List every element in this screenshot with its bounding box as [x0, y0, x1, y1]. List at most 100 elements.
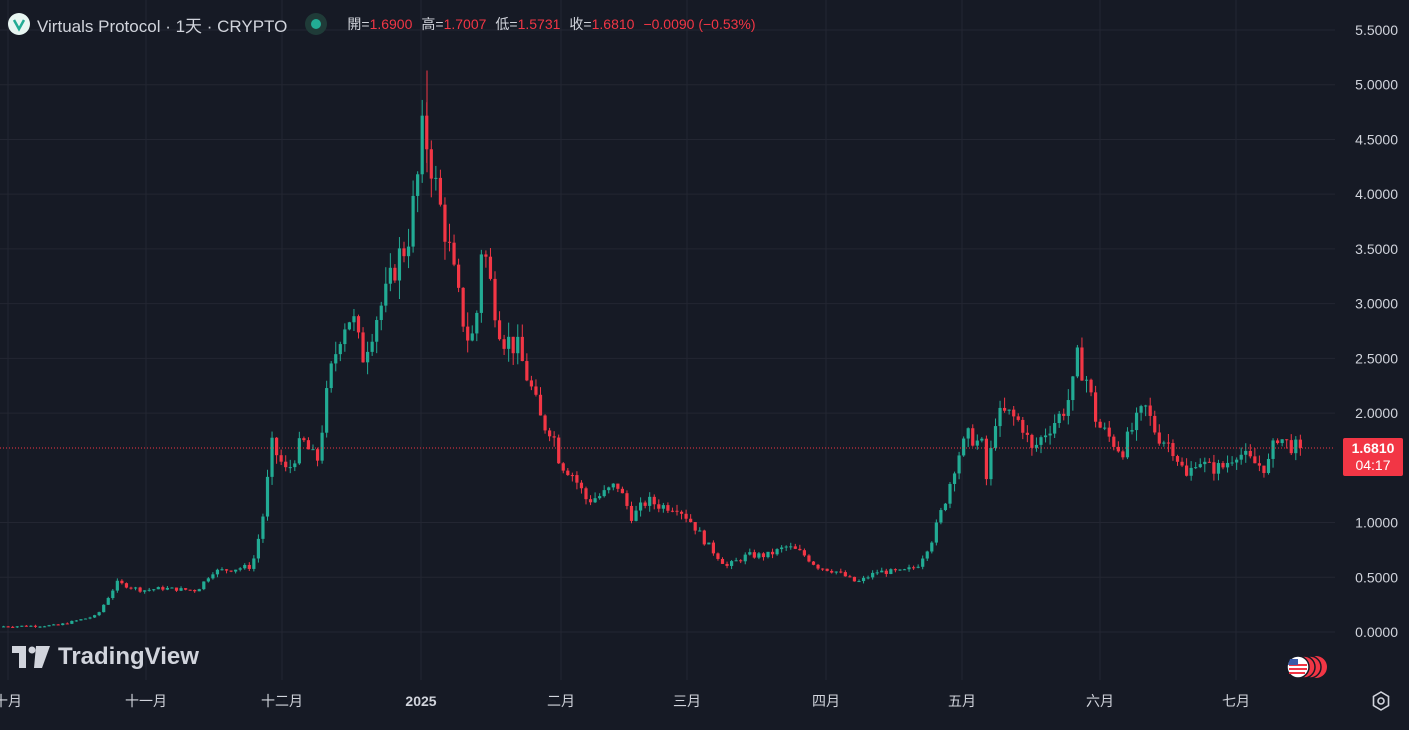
candle-body [138, 587, 142, 592]
candle-body [625, 493, 629, 506]
candle-body [329, 363, 333, 389]
candle-body [29, 625, 33, 627]
candle-body [661, 505, 665, 509]
candle-body [1007, 409, 1011, 411]
candle-body [543, 415, 547, 431]
candle-body [1039, 437, 1043, 445]
candle-body [224, 569, 229, 571]
candle-body [734, 560, 738, 562]
candle-body [716, 553, 720, 559]
candle-body [83, 618, 88, 620]
candle-body [784, 546, 788, 548]
time-tick-label: 四月 [812, 693, 840, 709]
candle-body [93, 615, 97, 618]
candle-body [566, 470, 570, 476]
candle-body [875, 572, 879, 574]
candle-body [1066, 400, 1070, 416]
candle-body [607, 487, 611, 491]
candle-body [548, 430, 552, 437]
us-flag-icon[interactable] [1286, 655, 1328, 679]
candle-body [1230, 462, 1234, 464]
candle-body [652, 496, 656, 505]
price-tick-label: 4.5000 [1355, 131, 1398, 147]
time-tick-label: 十一月 [125, 693, 167, 709]
price-tick-label: 3.5000 [1355, 241, 1398, 257]
candle-body [1107, 427, 1111, 437]
tradingview-logo[interactable]: TradingView [12, 643, 199, 671]
candle-body [306, 440, 311, 450]
candle-body [1112, 436, 1116, 447]
symbol-title[interactable]: Virtuals Protocol · 1天 · CRYPTO [37, 16, 288, 36]
candle-body [798, 548, 802, 551]
candle-body [1194, 467, 1198, 469]
candle-body [848, 576, 852, 578]
candle-body [730, 561, 734, 566]
candle-body [766, 551, 770, 558]
candle-body [520, 336, 524, 362]
candle-body [1080, 347, 1084, 381]
candle-body [1094, 392, 1098, 422]
candle-body [434, 177, 438, 179]
candle-body [1262, 465, 1266, 474]
candle-body [898, 569, 902, 571]
candle-body [215, 569, 220, 575]
candle-body [861, 577, 866, 582]
candle-body [1134, 412, 1139, 431]
candle-body [88, 617, 92, 619]
candle-body [2, 626, 6, 628]
candle-body [279, 455, 283, 462]
candle-body [420, 115, 424, 175]
candle-body [934, 522, 938, 543]
candle-body [702, 530, 706, 545]
candle-body [406, 246, 411, 257]
candle-body [397, 248, 402, 281]
candle-body [106, 598, 110, 605]
low-label: 低= [495, 16, 518, 32]
candle-body [1012, 409, 1016, 417]
candle-body [475, 312, 479, 334]
candle-body [952, 473, 957, 484]
price-tick-label: 2.0000 [1355, 405, 1398, 421]
candle-body [334, 354, 338, 364]
candle-body [102, 604, 106, 613]
candle-body [438, 177, 442, 205]
virtuals-logo-icon[interactable] [8, 13, 30, 35]
candle-body [980, 438, 984, 441]
candle-body [70, 620, 74, 624]
candle-body [1216, 463, 1221, 474]
time-axis: 十月 十一月 十二月 2025 二月 三月 四月 五月 六月 七月 [0, 693, 1250, 709]
candle-body [479, 254, 483, 313]
candle-body [129, 587, 133, 589]
candle-body [648, 496, 652, 506]
live-status-dot-icon[interactable] [305, 13, 328, 35]
candle-body [557, 437, 561, 464]
candle-body [152, 589, 156, 591]
candle-body [384, 283, 388, 306]
candle-body [184, 588, 188, 590]
candle-body [807, 555, 811, 562]
candle-body [1139, 406, 1143, 413]
high-value: 1.7007 [443, 16, 487, 32]
candle-body [470, 333, 474, 341]
candle-body [243, 564, 247, 569]
chart-legend: Virtuals Protocol · 1天 · CRYPTO 開=1.6900… [8, 11, 756, 37]
candle-body [693, 522, 697, 531]
candle-body [1235, 459, 1239, 463]
price-tick-label: 0.5000 [1355, 569, 1398, 585]
candle-body [315, 449, 320, 461]
last-price-value: 1.6810 [1351, 440, 1395, 456]
candle-body [525, 361, 529, 381]
candle-body [962, 438, 966, 456]
candle-body [261, 516, 265, 539]
candle-body [857, 581, 861, 583]
candle-body [1239, 454, 1243, 460]
candle-body [570, 475, 574, 477]
candle-body [802, 550, 806, 556]
candle-body [356, 316, 361, 333]
settings-gear-icon[interactable] [1370, 690, 1392, 712]
candle-body [79, 619, 83, 621]
candle-body [780, 547, 784, 550]
candle-body [743, 554, 747, 562]
candle-body [325, 388, 329, 433]
